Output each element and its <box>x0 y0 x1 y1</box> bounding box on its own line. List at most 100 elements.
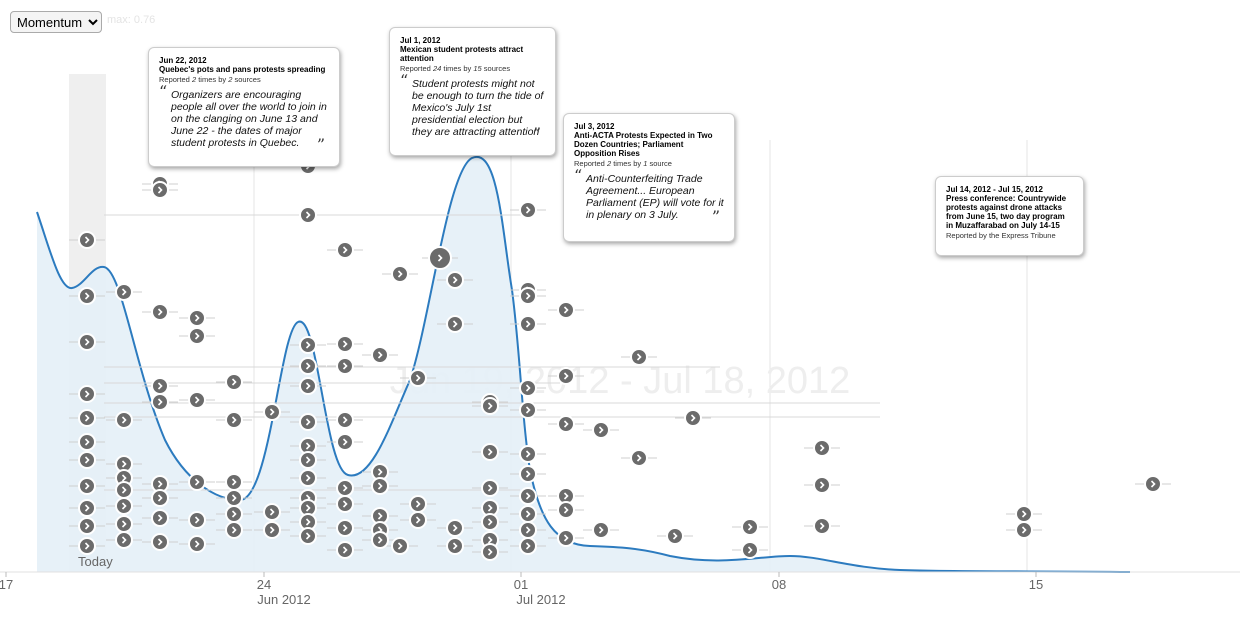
event-marker-button[interactable] <box>225 505 243 523</box>
event-marker-circle[interactable] <box>557 529 575 547</box>
event-marker-circle[interactable] <box>409 369 427 387</box>
event-marker-button[interactable] <box>78 477 96 495</box>
event-marker-button[interactable] <box>371 507 389 525</box>
event-marker-circle[interactable] <box>813 517 831 535</box>
event-marker-button[interactable] <box>630 348 648 366</box>
event-marker-button[interactable] <box>115 283 133 301</box>
event-marker-circle[interactable] <box>299 527 317 545</box>
callout-quebec[interactable]: Jun 22, 2012 Quebec's pots and pans prot… <box>148 47 340 167</box>
event-marker-button[interactable] <box>1015 505 1033 523</box>
event-marker-button[interactable] <box>115 411 133 429</box>
event-marker-circle[interactable] <box>1144 475 1162 493</box>
event-marker-button[interactable] <box>225 411 243 429</box>
event-marker-circle[interactable] <box>1015 505 1033 523</box>
event-marker-circle[interactable] <box>151 533 169 551</box>
event-marker-circle[interactable] <box>115 283 133 301</box>
event-marker-button[interactable] <box>188 535 206 553</box>
event-marker-circle[interactable] <box>151 377 169 395</box>
event-marker-circle[interactable] <box>519 379 537 397</box>
event-marker-button[interactable] <box>151 393 169 411</box>
event-marker-circle[interactable] <box>78 451 96 469</box>
event-marker-button[interactable] <box>519 445 537 463</box>
event-marker-button[interactable] <box>519 201 537 219</box>
event-marker-button[interactable] <box>151 377 169 395</box>
event-marker-button[interactable] <box>741 541 759 559</box>
event-marker-button[interactable] <box>519 465 537 483</box>
event-marker-circle[interactable] <box>481 513 499 531</box>
event-marker-button[interactable] <box>557 529 575 547</box>
event-marker-button[interactable] <box>299 451 317 469</box>
event-marker-circle[interactable] <box>78 537 96 555</box>
event-marker-button[interactable] <box>336 335 354 353</box>
event-marker-circle[interactable] <box>519 505 537 523</box>
event-marker-button[interactable] <box>299 469 317 487</box>
event-marker-button[interactable] <box>263 503 281 521</box>
event-marker-circle[interactable] <box>409 511 427 529</box>
event-marker-button[interactable] <box>684 409 702 427</box>
event-marker-button[interactable] <box>592 521 610 539</box>
event-marker-circle[interactable] <box>78 409 96 427</box>
event-marker-circle[interactable] <box>336 357 354 375</box>
event-marker-circle[interactable] <box>151 303 169 321</box>
event-marker-circle[interactable] <box>78 499 96 517</box>
event-marker-button[interactable] <box>188 309 206 327</box>
event-marker-button[interactable] <box>151 489 169 507</box>
event-marker-circle[interactable] <box>78 385 96 403</box>
event-marker-button[interactable] <box>78 537 96 555</box>
event-marker-circle[interactable] <box>151 181 169 199</box>
event-marker-button[interactable] <box>481 543 499 561</box>
event-marker-button[interactable] <box>151 303 169 321</box>
event-marker-button[interactable] <box>336 519 354 537</box>
event-marker-circle[interactable] <box>299 469 317 487</box>
event-marker-circle[interactable] <box>263 503 281 521</box>
event-marker-button[interactable] <box>78 287 96 305</box>
event-marker-circle[interactable] <box>225 411 243 429</box>
event-marker-button[interactable] <box>336 357 354 375</box>
event-marker-circle[interactable] <box>428 246 452 270</box>
event-marker-circle[interactable] <box>78 287 96 305</box>
event-marker-circle[interactable] <box>371 531 389 549</box>
event-marker-circle[interactable] <box>299 377 317 395</box>
event-marker-button[interactable] <box>299 336 317 354</box>
event-marker-button[interactable] <box>115 481 133 499</box>
event-marker-circle[interactable] <box>519 487 537 505</box>
event-marker-button[interactable] <box>481 479 499 497</box>
metric-select[interactable]: Momentum <box>10 11 102 33</box>
event-marker-circle[interactable] <box>557 301 575 319</box>
event-marker-button[interactable] <box>371 346 389 364</box>
event-marker-circle[interactable] <box>151 509 169 527</box>
event-marker-button[interactable] <box>188 327 206 345</box>
event-marker-circle[interactable] <box>391 265 409 283</box>
event-marker-circle[interactable] <box>630 348 648 366</box>
event-marker-circle[interactable] <box>225 473 243 491</box>
event-marker-circle[interactable] <box>151 393 169 411</box>
event-marker-circle[interactable] <box>592 421 610 439</box>
event-marker-circle[interactable] <box>481 479 499 497</box>
event-marker-circle[interactable] <box>78 517 96 535</box>
event-marker-circle[interactable] <box>481 443 499 461</box>
event-marker-circle[interactable] <box>557 367 575 385</box>
event-marker-circle[interactable] <box>519 315 537 333</box>
event-marker-button[interactable] <box>481 397 499 415</box>
event-marker-button[interactable] <box>813 439 831 457</box>
event-marker-button[interactable] <box>446 519 464 537</box>
event-marker-button[interactable] <box>151 509 169 527</box>
event-marker-button[interactable] <box>519 315 537 333</box>
event-marker-circle[interactable] <box>557 501 575 519</box>
event-marker-button[interactable] <box>519 487 537 505</box>
event-marker-button[interactable] <box>151 181 169 199</box>
event-marker-button[interactable] <box>481 513 499 531</box>
event-marker-circle[interactable] <box>115 515 133 533</box>
event-marker-circle[interactable] <box>263 403 281 421</box>
event-marker-circle[interactable] <box>263 521 281 539</box>
event-marker-circle[interactable] <box>557 415 575 433</box>
event-marker-circle[interactable] <box>741 518 759 536</box>
event-marker-circle[interactable] <box>592 521 610 539</box>
event-marker-circle[interactable] <box>188 327 206 345</box>
event-marker-circle[interactable] <box>188 535 206 553</box>
event-marker-circle[interactable] <box>188 511 206 529</box>
event-marker-button[interactable] <box>813 476 831 494</box>
event-marker-circle[interactable] <box>741 541 759 559</box>
event-marker-circle[interactable] <box>446 315 464 333</box>
